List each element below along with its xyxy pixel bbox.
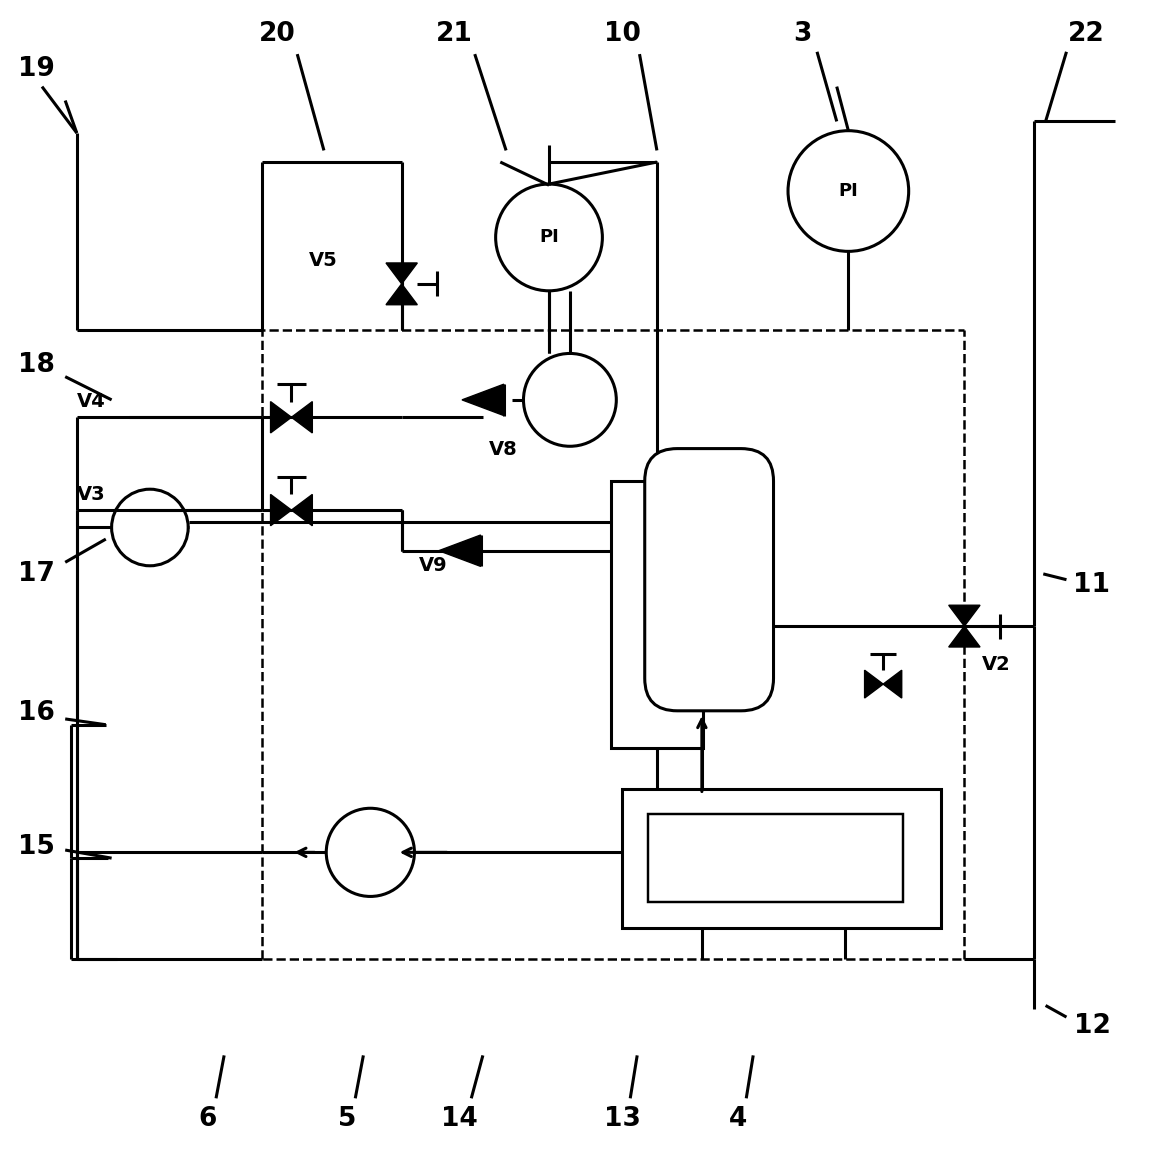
Text: 4: 4 <box>729 1107 748 1132</box>
Text: 19: 19 <box>17 56 55 82</box>
Text: V9: V9 <box>419 556 448 575</box>
Text: 18: 18 <box>17 352 55 378</box>
Text: 16: 16 <box>17 700 55 726</box>
Polygon shape <box>949 605 980 626</box>
Polygon shape <box>438 535 480 567</box>
Text: 22: 22 <box>1068 21 1105 47</box>
Text: 5: 5 <box>338 1107 356 1132</box>
Text: 21: 21 <box>435 21 472 47</box>
Text: 15: 15 <box>17 834 55 860</box>
Polygon shape <box>883 670 901 698</box>
Polygon shape <box>386 263 418 283</box>
Text: 17: 17 <box>17 561 55 587</box>
Bar <box>622 788 941 927</box>
Polygon shape <box>292 402 313 433</box>
Polygon shape <box>292 494 313 526</box>
Bar <box>611 481 704 748</box>
Text: V3: V3 <box>77 485 106 505</box>
Text: PI: PI <box>540 228 559 246</box>
Polygon shape <box>462 384 504 416</box>
Polygon shape <box>271 494 292 526</box>
Text: 14: 14 <box>441 1107 478 1132</box>
Text: 12: 12 <box>1073 1013 1111 1040</box>
Text: V4: V4 <box>77 392 106 411</box>
Text: PI: PI <box>839 182 858 200</box>
Bar <box>648 814 902 902</box>
Text: V8: V8 <box>488 440 518 459</box>
Text: 6: 6 <box>199 1107 217 1132</box>
Polygon shape <box>864 670 883 698</box>
Text: 11: 11 <box>1073 573 1111 598</box>
Text: 10: 10 <box>604 21 641 47</box>
Polygon shape <box>386 283 418 304</box>
Text: V2: V2 <box>982 655 1011 674</box>
Text: 20: 20 <box>259 21 295 47</box>
Polygon shape <box>949 626 980 648</box>
Text: 13: 13 <box>604 1107 641 1132</box>
FancyBboxPatch shape <box>644 448 773 711</box>
Text: V5: V5 <box>309 251 338 271</box>
Text: 3: 3 <box>793 21 811 47</box>
Polygon shape <box>271 402 292 433</box>
